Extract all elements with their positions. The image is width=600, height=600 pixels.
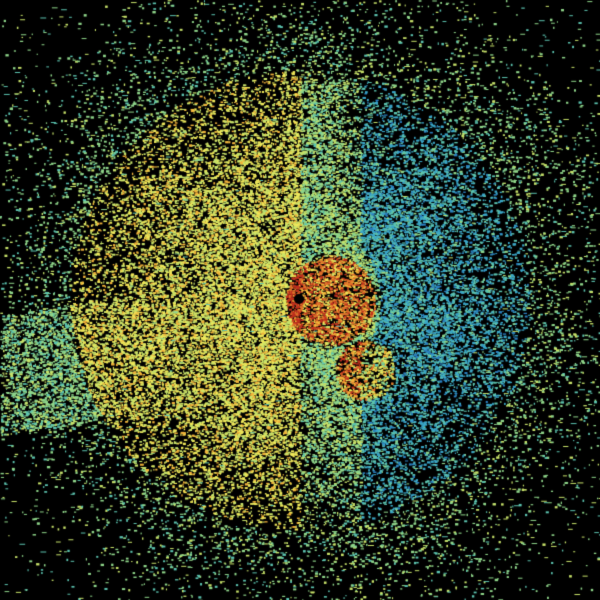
radar-canvas <box>0 0 600 600</box>
radar-reflectivity-image <box>0 0 600 600</box>
